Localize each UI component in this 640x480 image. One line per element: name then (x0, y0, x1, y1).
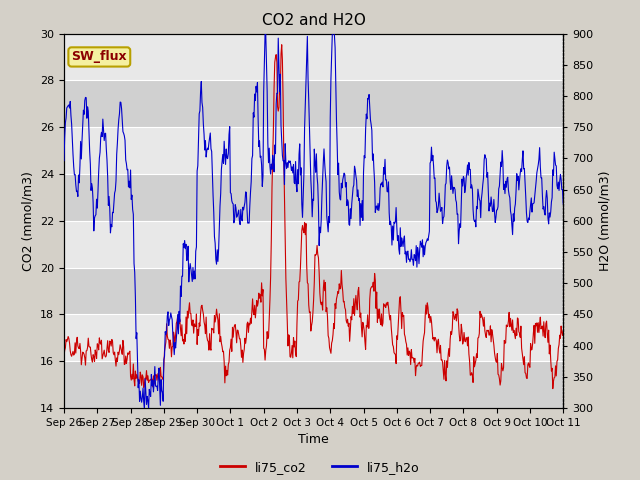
Bar (64, 80, 563, 127)
Bar (64, 127, 563, 174)
Title: CO2 and H2O: CO2 and H2O (262, 13, 365, 28)
X-axis label: Time: Time (298, 433, 329, 446)
Bar (64, 267, 563, 314)
Legend: li75_co2, li75_h2o: li75_co2, li75_h2o (215, 456, 425, 479)
Bar (64, 314, 563, 361)
Y-axis label: H2O (mmol/m3): H2O (mmol/m3) (599, 170, 612, 271)
Bar (64, 221, 563, 267)
Y-axis label: CO2 (mmol/m3): CO2 (mmol/m3) (22, 171, 35, 271)
Bar (64, 174, 563, 221)
Bar (64, 34, 563, 80)
Bar (64, 361, 563, 408)
Text: SW_flux: SW_flux (72, 50, 127, 63)
